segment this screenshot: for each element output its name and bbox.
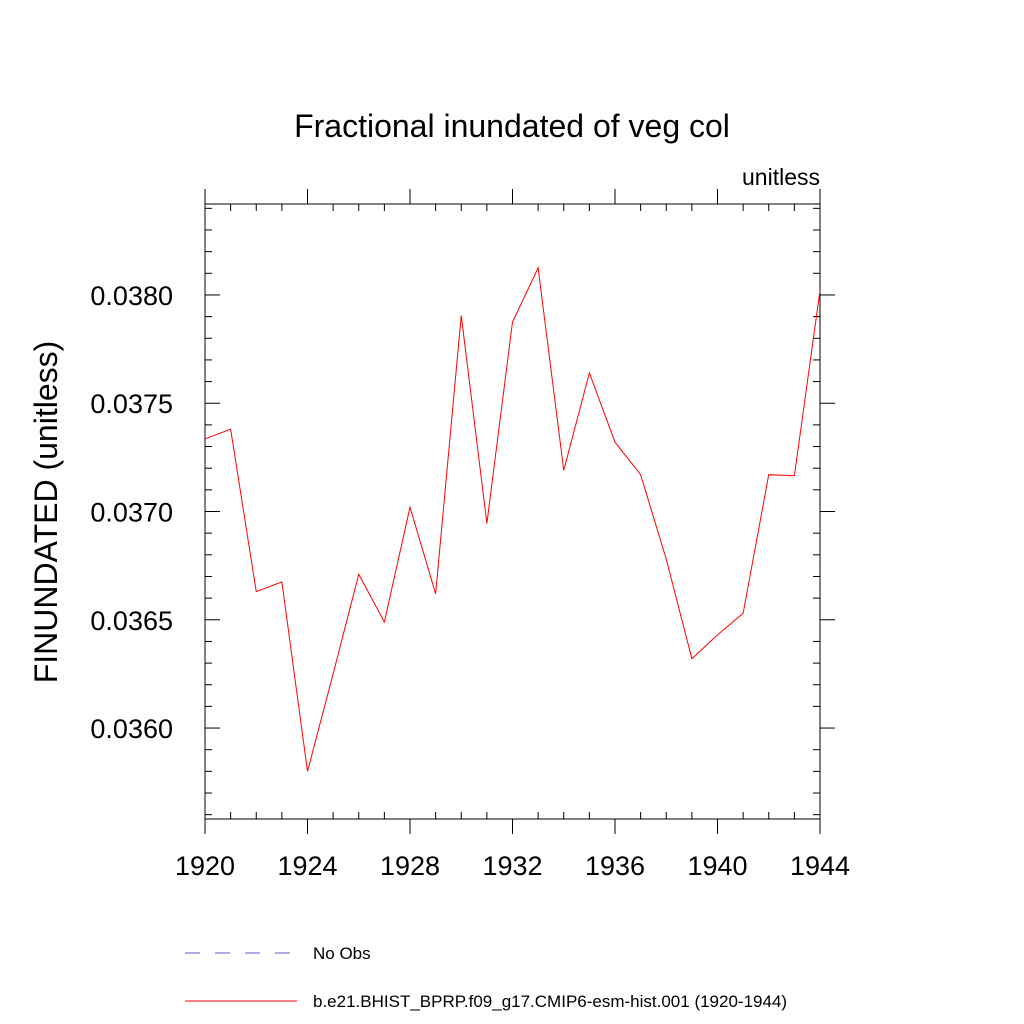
x-tick-label: 1940 <box>687 851 747 881</box>
x-tick-label: 1920 <box>175 851 235 881</box>
axis-ticks <box>204 189 835 834</box>
x-tick-label: 1936 <box>585 851 645 881</box>
chart-title: Fractional inundated of veg col <box>294 108 730 144</box>
y-tick-label: 0.0375 <box>90 389 173 419</box>
y-axis-label: FINUNDATED (unitless) <box>28 341 64 684</box>
y-tick-label: 0.0360 <box>90 714 173 744</box>
y-tick-label: 0.0365 <box>90 606 173 636</box>
x-tick-label: 1944 <box>790 851 850 881</box>
x-tick-label: 1932 <box>482 851 542 881</box>
series-line <box>204 266 821 772</box>
legend: No Obs b.e21.BHIST_BPRP.f09_g17.CMIP6-esm… <box>185 944 787 1011</box>
plot-area-frame <box>204 203 821 820</box>
x-tick-label: 1924 <box>277 851 337 881</box>
units-label: unitless <box>742 164 820 190</box>
axis-tick-labels: 1920 1924 1928 1932 1936 1940 1944 0.0360 0.0365… <box>90 281 850 881</box>
legend-label: No Obs <box>313 944 371 963</box>
x-tick-label: 1928 <box>380 851 440 881</box>
y-tick-label: 0.0380 <box>90 281 173 311</box>
legend-label: b.e21.BHIST_BPRP.f09_g17.CMIP6-esm-hist.… <box>313 992 787 1011</box>
series-layer <box>204 266 821 772</box>
y-tick-label: 0.0370 <box>90 498 173 528</box>
